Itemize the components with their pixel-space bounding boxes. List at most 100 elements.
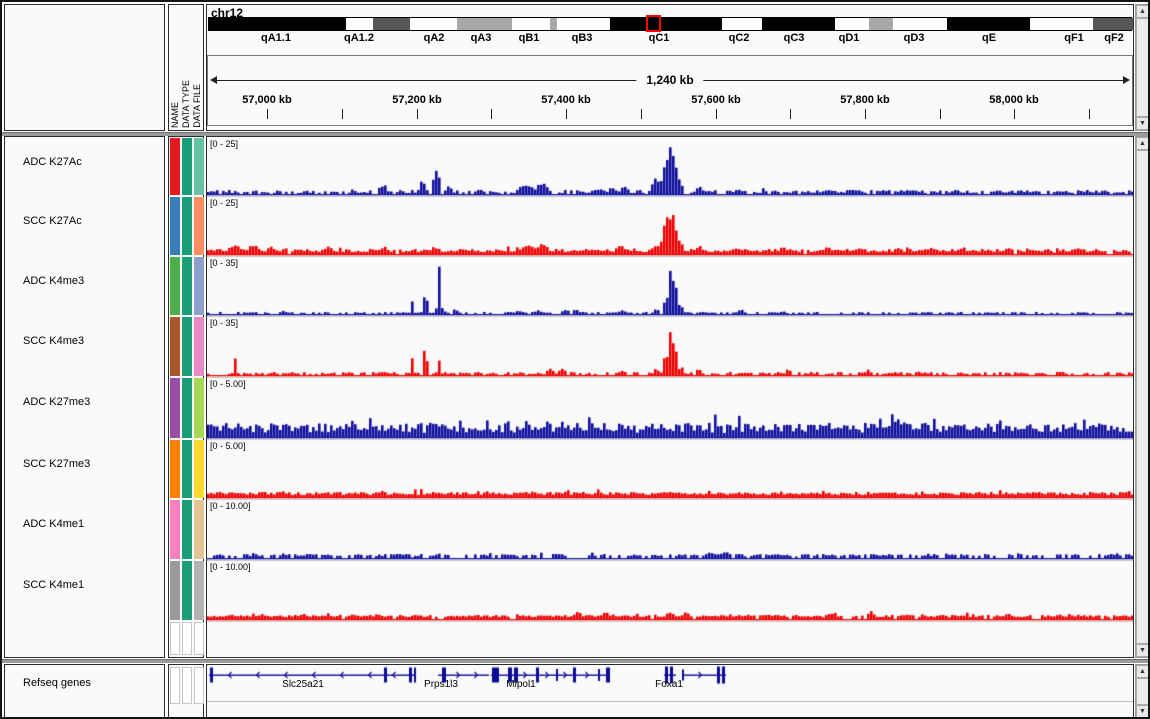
scroll-up-button[interactable]: ▲: [1136, 665, 1148, 678]
track-attribute-cell[interactable]: [194, 257, 204, 315]
cytoband-label: qB3: [571, 32, 593, 44]
track-attribute-cell[interactable]: [182, 138, 192, 195]
panel-track-attributes: [168, 136, 204, 658]
span-arrow-left-icon: [210, 76, 217, 84]
track-attribute-cell[interactable]: [170, 500, 180, 559]
track-attribute-cell[interactable]: [170, 138, 180, 195]
track-name-label[interactable]: SCC K4me3: [23, 335, 85, 347]
attribute-header-labels: NAME DATA TYPE DATA FILE: [170, 80, 203, 128]
region-selection-box: [646, 15, 661, 32]
panel-genes-data: Slc25a21 Prps1l3 Mipol1 Foxa1: [206, 664, 1134, 717]
track-name-label[interactable]: ADC K4me1: [23, 518, 85, 530]
cytoband-label: qC2: [728, 32, 750, 44]
ruler-tick-label: 58,000 kb: [989, 94, 1039, 106]
cytoband: [1093, 18, 1133, 30]
cytoband: [869, 18, 893, 30]
cytoband-label: qA1.1: [261, 32, 291, 44]
gene-name-label[interactable]: Slc25a21: [282, 679, 324, 690]
ruler-tick: [417, 109, 418, 119]
scroll-up-button[interactable]: ▲: [1136, 5, 1148, 18]
gene-name-label[interactable]: Foxa1: [655, 679, 683, 690]
panel-genes-label: Refseq genes: [4, 664, 165, 717]
chromosome-ideogram[interactable]: [208, 15, 1133, 32]
track-attribute-cell[interactable]: [182, 500, 192, 559]
ruler[interactable]: 1,240 kb 57,000 kb 57,200 kb 57,400 kb 57,6…: [207, 55, 1133, 126]
empty-attribute-cell: [194, 622, 204, 655]
panel-track-data: [0 - 25] [0 - 25] [0 - 35] [0 - 35] [0 - 5.0…: [206, 136, 1134, 658]
panel-splitter-top[interactable]: [2, 132, 1148, 136]
scrollbar-thumb[interactable]: [1136, 18, 1148, 117]
track-attribute-cell[interactable]: [194, 378, 204, 438]
cytoband: [893, 18, 947, 30]
scroll-down-button[interactable]: ▼: [1136, 644, 1148, 657]
track-scale-label: [0 - 5.00]: [210, 379, 246, 389]
cytoband: [346, 18, 373, 30]
ruler-tick: [1014, 109, 1015, 119]
gene-name-label[interactable]: Mipol1: [506, 679, 536, 690]
scrollbar-thumb[interactable]: [1136, 150, 1148, 644]
track-attribute-cell[interactable]: [194, 440, 204, 498]
cytoband-label: qA3: [470, 32, 492, 44]
cytoband-label: qD1: [838, 32, 860, 44]
ruler-tick: [865, 109, 866, 119]
attribute-header-name: NAME: [170, 101, 180, 128]
scrollbar-thumb[interactable]: [1136, 678, 1148, 705]
scroll-down-button[interactable]: ▼: [1136, 705, 1148, 717]
scroll-down-button[interactable]: ▼: [1136, 117, 1148, 130]
cytoband: [835, 18, 869, 30]
track-attribute-cell[interactable]: [194, 561, 204, 620]
ruler-tick-label: 57,400 kb: [541, 94, 591, 106]
track-attribute-cell[interactable]: [182, 378, 192, 438]
header-scrollbar[interactable]: ▲ ▼: [1135, 4, 1148, 131]
track-attribute-cell[interactable]: [170, 317, 180, 376]
cytoband: [209, 18, 346, 30]
track-scale-label: [0 - 35]: [210, 258, 239, 268]
cytoband-label: qB1: [518, 32, 540, 44]
panel-topleft-empty: [4, 4, 165, 131]
cytoband-label: qA2: [423, 32, 445, 44]
track-name-label[interactable]: SCC K27me3: [23, 458, 91, 470]
track-attribute-cell[interactable]: [182, 197, 192, 255]
ruler-tick-label: 57,600 kb: [691, 94, 741, 106]
track-attribute-cell[interactable]: [170, 561, 180, 620]
track-attribute-cell[interactable]: [182, 440, 192, 498]
track-attribute-cell[interactable]: [182, 257, 192, 315]
track-name-label[interactable]: ADC K4me3: [23, 275, 85, 287]
cytoband-label: qA1.2: [344, 32, 374, 44]
track-attribute-cell[interactable]: [170, 440, 180, 498]
track-attribute-cell[interactable]: [170, 257, 180, 315]
genes-row-separator: [207, 701, 1133, 702]
genes-scrollbar[interactable]: ▲ ▼: [1135, 664, 1148, 717]
track-name-label[interactable]: SCC K27Ac: [23, 215, 82, 227]
track-attribute-cell[interactable]: [170, 378, 180, 438]
track-attribute-cell[interactable]: [194, 197, 204, 255]
cytoband-label: qF1: [1064, 32, 1084, 44]
track-attribute-cell[interactable]: [194, 500, 204, 559]
ruler-minor-tick: [1089, 109, 1090, 119]
cytoband: [550, 18, 557, 30]
chromosome-label: chr12: [211, 6, 244, 20]
tracks-scrollbar[interactable]: ▲ ▼: [1135, 136, 1148, 658]
track-name-label[interactable]: ADC K27Ac: [23, 156, 82, 168]
panel-track-names: ADC K27Ac SCC K27Ac ADC K4me3 SCC K4me3 ADC …: [4, 136, 165, 658]
panel-locus-header: chr12 qA1.1 qA1.2 qA2 qA3 qB1 qB3 qC1 qC2 qC3 qD1…: [206, 4, 1134, 131]
track-attribute-cell[interactable]: [182, 317, 192, 376]
ruler-tick-label: 57,800 kb: [840, 94, 890, 106]
track-name-label[interactable]: SCC K4me1: [23, 579, 85, 591]
ruler-tick: [716, 109, 717, 119]
track-attribute-cell[interactable]: [170, 197, 180, 255]
signal-tracks-canvas[interactable]: [207, 137, 1133, 657]
panel-splitter-bottom[interactable]: [2, 659, 1148, 663]
scroll-up-button[interactable]: ▲: [1136, 137, 1148, 150]
refseq-genes-label[interactable]: Refseq genes: [23, 677, 91, 689]
track-name-label[interactable]: ADC K27me3: [23, 396, 91, 408]
refseq-genes-canvas[interactable]: [207, 665, 1133, 717]
cytoband-label: qD3: [903, 32, 925, 44]
ruler-tick-label: 57,000 kb: [242, 94, 292, 106]
track-attribute-cell[interactable]: [194, 138, 204, 195]
track-attribute-cell[interactable]: [194, 317, 204, 376]
cytoband-label: qE: [981, 32, 997, 44]
track-attribute-cell[interactable]: [182, 561, 192, 620]
gene-name-label[interactable]: Prps1l3: [424, 679, 458, 690]
cytoband: [762, 18, 835, 30]
